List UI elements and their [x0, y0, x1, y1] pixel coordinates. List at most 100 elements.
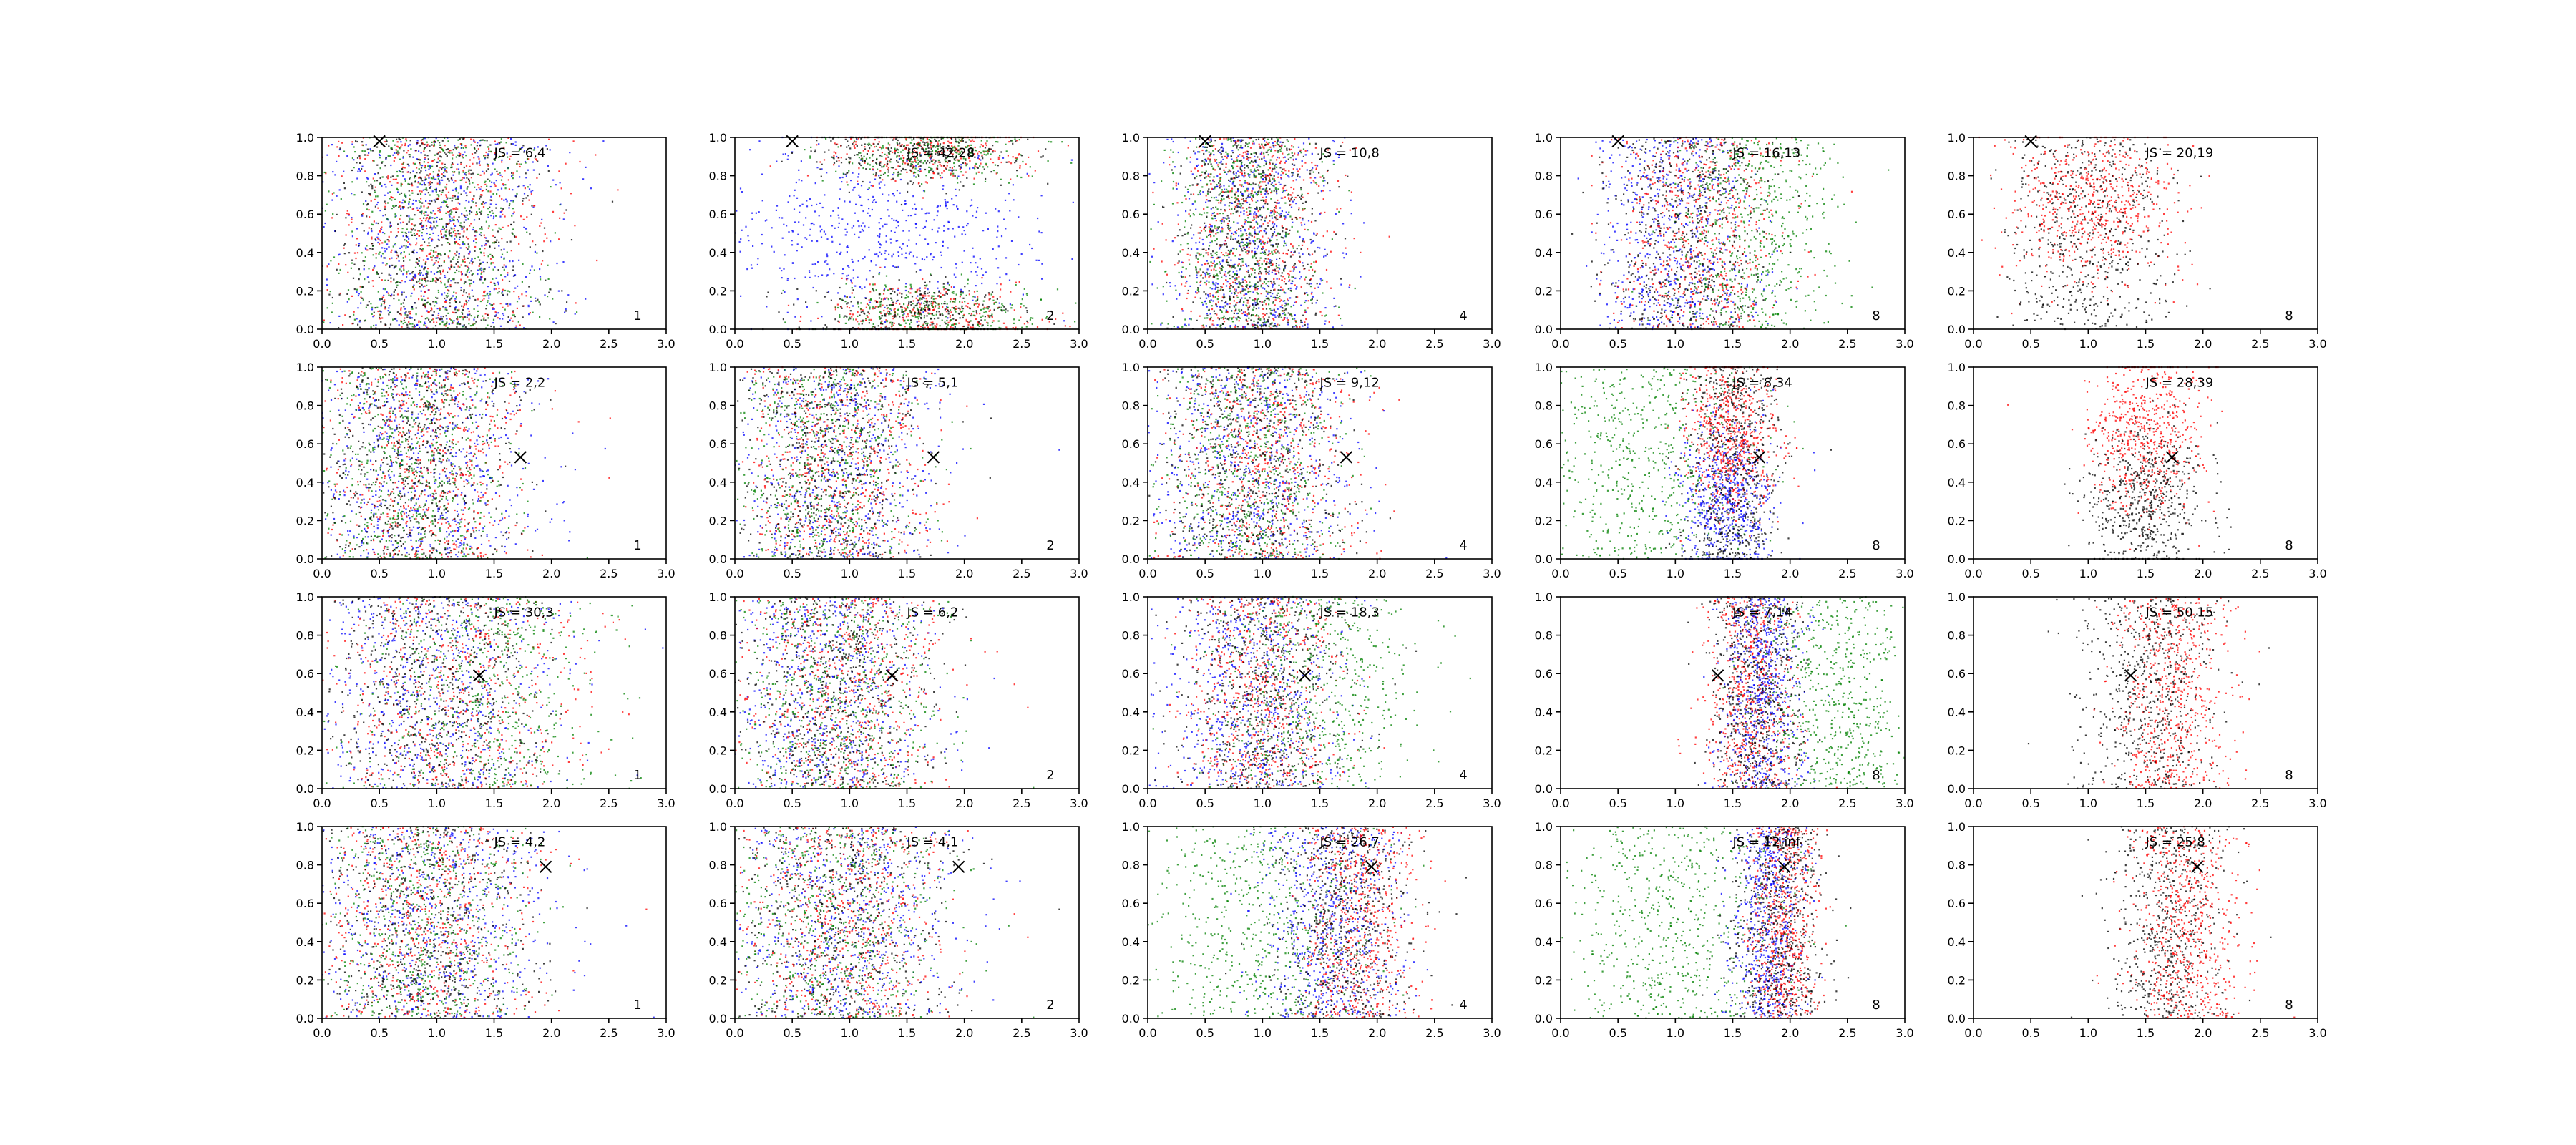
scatter-point-blue — [996, 237, 997, 238]
scatter-point-blue — [893, 254, 894, 255]
scatter-point-green — [1030, 317, 1032, 318]
scatter-point-black — [507, 294, 508, 296]
scatter-point-blue — [381, 305, 382, 306]
scatter-point-blue — [836, 252, 837, 253]
scatter-point-red — [336, 146, 338, 147]
scatter-point-red — [354, 253, 356, 254]
scatter-point-blue — [440, 316, 441, 317]
scatter-point-blue — [888, 254, 889, 255]
scatter-point-black — [386, 144, 387, 145]
scatter-point-red — [467, 276, 468, 278]
scatter-point-red — [951, 286, 952, 288]
scatter-point-green — [784, 321, 786, 323]
scatter-point-green — [995, 302, 997, 303]
scatter-point-green — [997, 172, 998, 174]
scatter-point-black — [457, 233, 459, 234]
scatter-point-black — [924, 142, 925, 144]
scatter-point-red — [870, 319, 872, 321]
scatter-point-black — [910, 319, 912, 321]
scatter-point-green — [453, 257, 454, 258]
scatter-point-blue — [957, 208, 958, 210]
scatter-point-black — [414, 181, 416, 182]
scatter-point-black — [1010, 140, 1011, 142]
scatter-point-blue — [489, 291, 491, 292]
scatter-point-blue — [477, 142, 478, 143]
scatter-point-red — [894, 309, 895, 311]
scatter-point-green — [501, 138, 502, 140]
scatter-point-blue — [439, 180, 440, 181]
scatter-point-red — [879, 267, 881, 268]
scatter-point-red — [834, 142, 836, 144]
scatter-point-black — [948, 313, 950, 314]
scatter-point-blue — [464, 177, 465, 179]
scatter-point-black — [885, 327, 887, 328]
scatter-point-red — [418, 298, 419, 300]
scatter-point-blue — [982, 274, 984, 276]
scatter-point-green — [911, 139, 912, 140]
scatter-point-blue — [905, 253, 907, 254]
scatter-point-blue — [909, 253, 910, 255]
scatter-point-black — [1045, 148, 1046, 150]
scatter-point-green — [353, 194, 355, 195]
scatter-point-green — [437, 140, 439, 141]
scatter-point-red — [886, 155, 887, 156]
scatter-point-black — [876, 301, 877, 302]
scatter-point-black — [873, 290, 874, 291]
scatter-point-blue — [460, 247, 462, 248]
scatter-point-red — [965, 172, 967, 173]
scatter-point-green — [862, 167, 864, 169]
x-tick-label: 1.0 — [841, 337, 859, 351]
scatter-point-green — [852, 162, 853, 164]
x-tick-label: 1.5 — [898, 337, 916, 351]
scatter-point-red — [423, 205, 424, 207]
scatter-point-blue — [849, 201, 851, 203]
scatter-point-blue — [831, 236, 833, 238]
scatter-point-blue — [541, 219, 542, 220]
scatter-point-black — [456, 318, 457, 319]
scatter-point-red — [453, 312, 454, 313]
scatter-point-black — [442, 306, 444, 307]
scatter-point-black — [396, 139, 397, 140]
scatter-point-blue — [425, 194, 426, 195]
scatter-point-red — [443, 270, 444, 271]
scatter-point-green — [984, 319, 985, 321]
scatter-point-green — [493, 319, 494, 321]
scatter-point-red — [879, 170, 881, 172]
scatter-point-black — [862, 181, 864, 182]
scatter-point-green — [430, 256, 431, 258]
scatter-point-green — [461, 143, 462, 145]
scatter-point-red — [430, 225, 431, 227]
scatter-point-blue — [492, 322, 494, 323]
scatter-point-green — [950, 175, 951, 176]
scatter-point-blue — [852, 227, 853, 228]
scatter-point-black — [1027, 312, 1028, 313]
scatter-point-black — [897, 148, 898, 150]
scatter-point-green — [859, 152, 861, 154]
scatter-point-red — [405, 256, 406, 258]
scatter-point-black — [487, 314, 488, 316]
scatter-point-red — [872, 185, 874, 187]
scatter-point-black — [426, 275, 427, 276]
scatter-point-green — [452, 157, 453, 159]
scatter-point-blue — [916, 257, 917, 258]
scatter-point-blue — [347, 301, 348, 303]
scatter-point-black — [385, 157, 386, 159]
scatter-point-blue — [388, 246, 389, 248]
scatter-point-green — [917, 170, 919, 171]
scatter-point-blue — [1284, 190, 1286, 191]
scatter-point-black — [462, 139, 464, 140]
scatter-point-red — [858, 327, 859, 328]
scatter-point-black — [447, 238, 448, 240]
scatter-point-blue — [381, 255, 382, 257]
scatter-point-blue — [817, 261, 819, 263]
scatter-point-blue — [425, 200, 426, 202]
scatter-point-red — [950, 326, 952, 328]
scatter-point-black — [889, 327, 890, 328]
scatter-point-red — [401, 144, 403, 145]
scatter-point-blue — [453, 320, 454, 321]
scatter-point-red — [460, 163, 462, 165]
scatter-point-green — [388, 294, 389, 296]
scatter-point-black — [826, 326, 827, 328]
scatter-point-red — [971, 313, 972, 315]
scatter-point-green — [897, 309, 899, 311]
